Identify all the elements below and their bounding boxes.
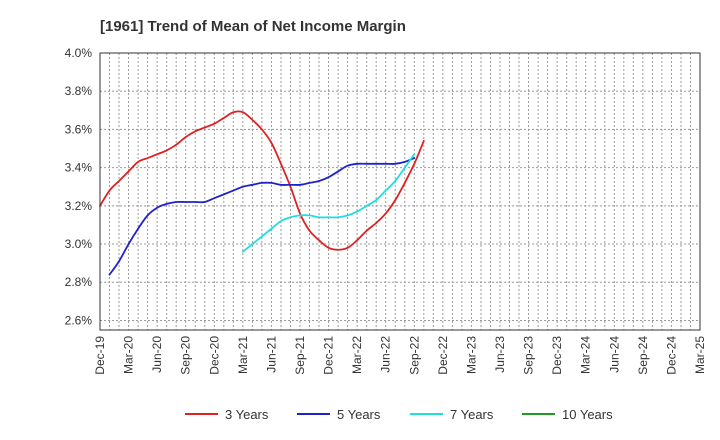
x-tick-label: Jun-24 [607,336,621,373]
y-tick-label: 3.6% [65,122,93,136]
x-tick-label: Mar-25 [693,336,707,374]
x-tick-label: Dec-20 [207,336,221,375]
y-axis: 2.6% 2.8% 3.0% 3.2% 3.4% 3.6% 3.8% 4.0% [65,46,93,327]
chart-title: [1961] Trend of Mean of Net Income Margi… [100,18,406,35]
legend-label-10-years: 10 Years [562,407,613,422]
plot-frame [99,52,701,331]
x-tick-label: Sep-21 [293,336,307,375]
y-tick-label: 4.0% [65,46,93,60]
x-tick-label: Jun-23 [493,336,507,373]
x-tick-label: Jun-20 [150,336,164,373]
x-axis: Dec-19 Mar-20 Jun-20 Sep-20 Dec-20 Mar-21 Jun-… [93,336,707,375]
x-tick-label: Jun-22 [379,336,393,373]
y-tick-label: 3.2% [65,199,93,213]
x-tick-label: Mar-22 [350,336,364,374]
y-tick-label: 2.6% [65,313,93,327]
series-line-5-years [108,157,416,276]
x-tick-label: Sep-23 [522,336,536,375]
y-tick-label: 3.4% [65,161,93,175]
series-line-7-years [241,153,416,253]
x-tick-label: Dec-23 [550,336,564,375]
x-tick-label: Dec-22 [436,336,450,375]
plot-lines [99,110,425,276]
legend-label-3-years: 3 Years [225,407,269,422]
x-tick-label: Dec-19 [93,336,107,375]
series-line-3-years [99,110,425,251]
y-tick-label: 3.0% [65,237,93,251]
x-tick-label: Mar-21 [236,336,250,374]
x-tick-label: Mar-23 [464,336,478,374]
x-tick-label: Mar-24 [579,336,593,374]
legend-label-7-years: 7 Years [450,407,494,422]
y-tick-label: 3.8% [65,84,93,98]
x-tick-label: Sep-24 [636,336,650,375]
x-tick-label: Dec-21 [322,336,336,375]
x-tick-label: Mar-20 [122,336,136,374]
x-tick-label: Dec-24 [664,336,678,375]
x-tick-label: Sep-22 [407,336,421,375]
x-tick-label: Sep-20 [179,336,193,375]
y-tick-label: 2.8% [65,275,93,289]
legend-label-5-years: 5 Years [337,407,381,422]
x-tick-label: Jun-21 [264,336,278,373]
legend: 3 Years 5 Years 7 Years 10 Years [185,407,613,422]
